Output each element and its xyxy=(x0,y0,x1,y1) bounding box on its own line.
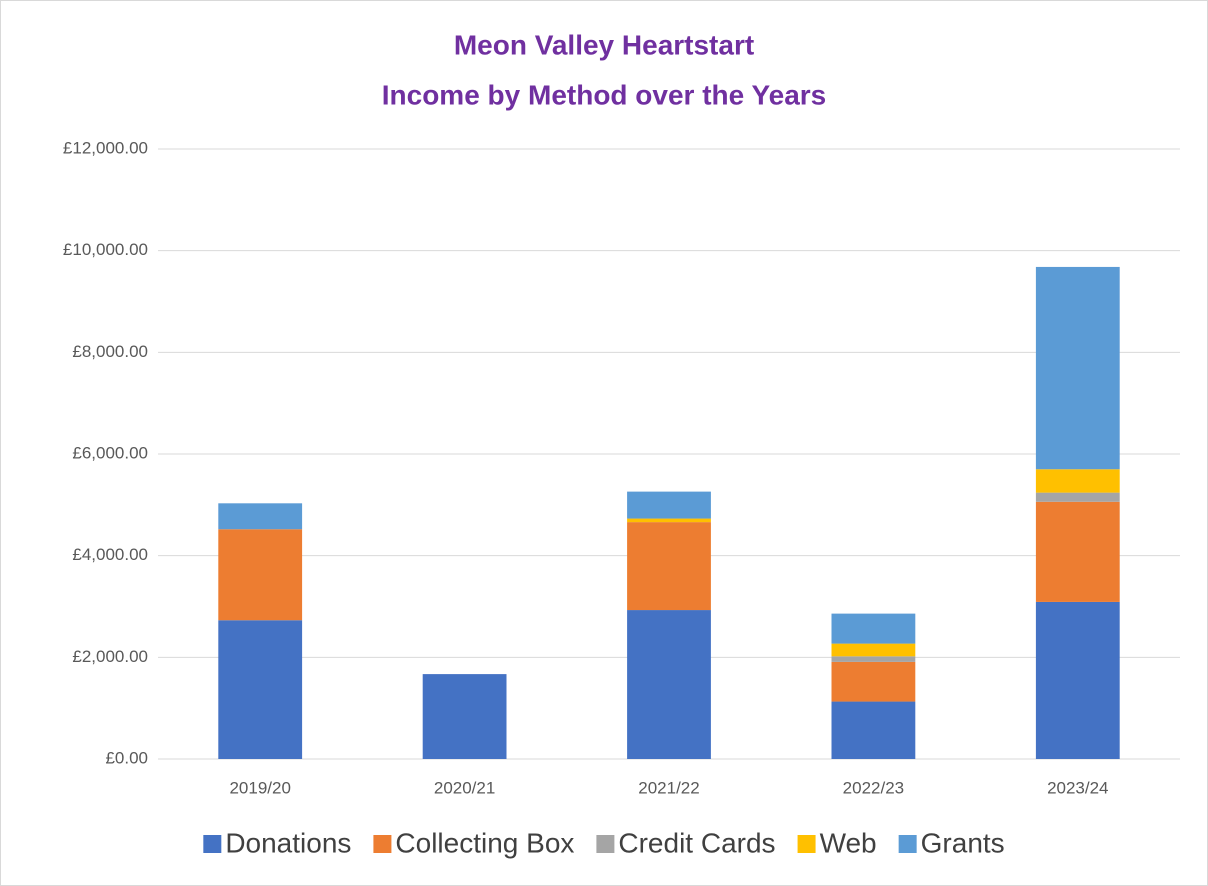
legend-swatch xyxy=(373,835,392,853)
bar-segment xyxy=(1035,266,1120,470)
legend-label: Grants xyxy=(921,827,1005,858)
x-tick-label: 2022/23 xyxy=(843,778,904,797)
legend-swatch xyxy=(898,835,917,853)
y-tick-label: £4,000.00 xyxy=(72,545,148,564)
bar-segment xyxy=(218,620,303,759)
x-tick-label: 2021/22 xyxy=(638,778,699,797)
bar-segment xyxy=(831,701,916,759)
bar-segment xyxy=(1035,469,1120,493)
y-tick-label: £2,000.00 xyxy=(72,647,148,666)
legend-label: Donations xyxy=(225,827,351,858)
y-tick-label: £0.00 xyxy=(105,748,148,767)
y-tick-label: £6,000.00 xyxy=(72,443,148,462)
bar-segment xyxy=(627,610,711,759)
x-tick-label: 2020/21 xyxy=(434,778,495,797)
y-tick-label: £8,000.00 xyxy=(72,342,148,361)
legend-label: Web xyxy=(820,827,877,858)
bar-segment xyxy=(831,643,916,657)
chart-subtitle: Income by Method over the Years xyxy=(382,79,827,110)
bar-segment xyxy=(218,529,303,621)
bar-segment xyxy=(627,522,711,611)
bar-segment xyxy=(831,656,916,662)
bar-segment xyxy=(1035,501,1120,602)
legend-swatch xyxy=(797,835,816,853)
bar-segment xyxy=(422,674,507,759)
chart-title: Meon Valley Heartstart xyxy=(454,29,754,60)
bar-segment xyxy=(627,491,711,519)
legend-swatch xyxy=(596,835,615,853)
bar-segment xyxy=(627,518,711,523)
bar-segment xyxy=(1035,492,1120,502)
bar-segment xyxy=(831,661,916,702)
bar-segment xyxy=(831,613,916,644)
x-tick-label: 2019/20 xyxy=(229,778,290,797)
legend-label: Credit Cards xyxy=(618,827,775,858)
bar-segment xyxy=(1035,601,1120,759)
y-tick-label: £12,000.00 xyxy=(63,138,148,157)
x-tick-label: 2023/24 xyxy=(1047,778,1108,797)
legend-label: Collecting Box xyxy=(395,827,574,858)
legend-swatch xyxy=(203,835,222,853)
bar-segment xyxy=(218,503,303,530)
y-tick-label: £10,000.00 xyxy=(63,240,148,259)
